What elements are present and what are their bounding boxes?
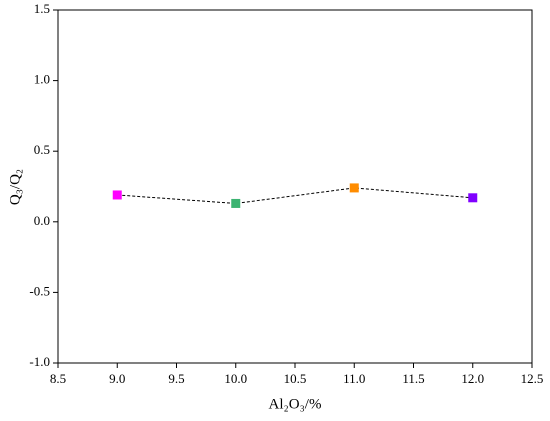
- y-tick-label: -0.5: [29, 283, 50, 298]
- x-axis-title: Al₂O₃/%: [269, 396, 322, 412]
- y-tick-label: -1.0: [29, 354, 50, 369]
- plot-frame: [57, 9, 533, 364]
- x-tick-label: 11.0: [343, 371, 365, 386]
- x-tick-label: 9.5: [168, 371, 184, 386]
- marker: [231, 198, 241, 208]
- y-tick-label: 0.0: [34, 213, 50, 228]
- marker: [468, 193, 478, 203]
- y-tick-label: 1.0: [34, 72, 50, 87]
- x-tick-label: 8.5: [50, 371, 66, 386]
- y-axis-title: Q₃/Q₂: [7, 169, 23, 205]
- x-tick-label: 10.0: [224, 371, 247, 386]
- x-tick-label: 12.5: [521, 371, 544, 386]
- x-tick-label: 11.5: [402, 371, 424, 386]
- marker: [349, 183, 359, 193]
- marker: [112, 190, 122, 200]
- y-tick-label: 1.5: [34, 1, 50, 16]
- x-tick-label: 10.5: [284, 371, 307, 386]
- x-tick-label: 9.0: [109, 371, 125, 386]
- connecting-line: [117, 187, 473, 204]
- y-tick-label: 0.5: [34, 142, 50, 157]
- x-tick-label: 12.0: [461, 371, 484, 386]
